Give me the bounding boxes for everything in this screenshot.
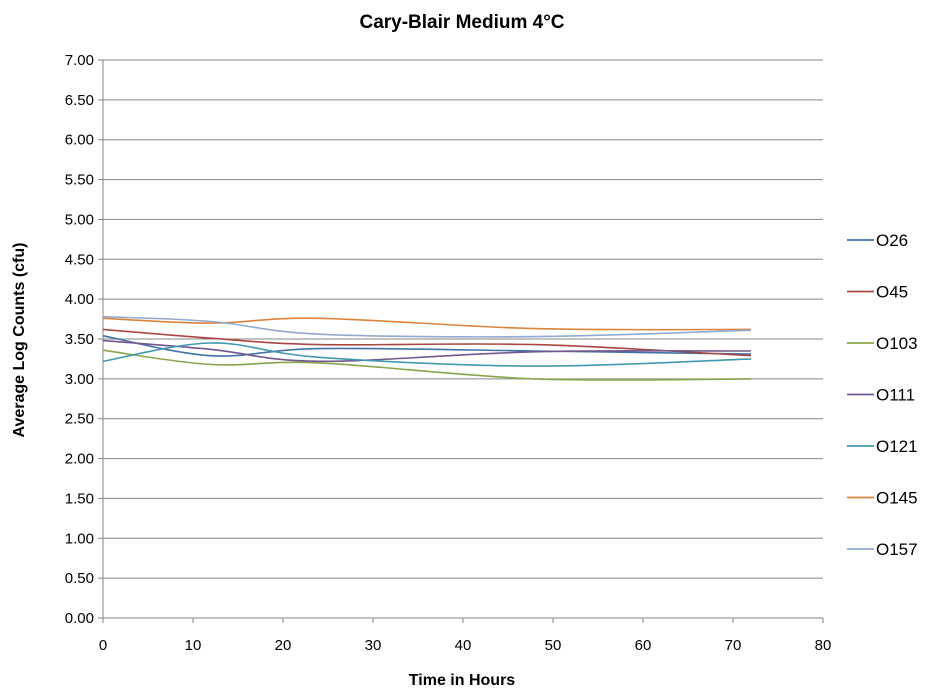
series-line-o145 [102,317,752,331]
x-tick-label: 0 [99,637,107,654]
x-tick-label: 70 [725,637,742,654]
legend-item-o157: O157 [847,540,918,559]
legend-label: O45 [876,283,908,302]
legend-item-o103: O103 [847,334,918,353]
legend-label: O121 [876,437,918,456]
series-line-o45 [102,328,752,357]
chart-title: Cary-Blair Medium 4°C [359,12,564,33]
y-tick-label: 4.50 [65,251,94,268]
series-line-o121 [102,342,752,367]
y-tick-label: 6.50 [65,92,94,109]
gridlines [103,59,823,579]
legend: O26 O45 O103 O111 O121 O145 O157 [847,231,918,559]
x-tick-label: 50 [545,637,562,654]
x-tick-label: 30 [365,637,382,654]
legend-item-o111: O111 [847,386,915,405]
legend-item-o145: O145 [847,489,918,508]
series-line-o111 [102,339,752,363]
legend-label: O26 [876,231,908,250]
series-line-o103 [102,349,752,381]
y-axis-title: Average Log Counts (cfu) [11,243,28,438]
y-tick-label: 0.50 [65,570,94,587]
y-tick-label: 5.00 [65,211,94,228]
x-axis-title: Time in Hours [409,672,515,689]
y-tick-label: 0.00 [65,610,94,627]
y-tick-label: 6.00 [65,132,94,149]
y-tick-label: 4.00 [65,291,94,308]
y-tick-label: 2.00 [65,451,94,468]
y-tick-label: 3.00 [65,371,94,388]
y-axis-ticks: 0.00 0.50 1.00 1.50 2.00 2.50 3.00 3.50 4.00 4.50… [65,52,103,627]
y-tick-label: 3.50 [65,331,94,348]
series-lines [102,315,752,381]
series-line-o26 [102,335,752,357]
legend-label: O111 [876,386,915,405]
x-tick-label: 60 [635,637,652,654]
y-tick-label: 1.00 [65,530,94,547]
series-line-o157 [102,315,752,338]
x-tick-label: 80 [815,637,832,654]
legend-label: O157 [876,540,918,559]
legend-label: O145 [876,489,918,508]
y-tick-label: 1.50 [65,490,94,507]
y-tick-label: 5.50 [65,172,94,189]
legend-item-o121: O121 [847,437,918,456]
x-tick-label: 10 [185,637,202,654]
x-tick-label: 20 [275,637,292,654]
y-tick-label: 7.00 [65,52,94,69]
y-tick-label: 2.50 [65,411,94,428]
legend-item-o26: O26 [847,231,908,250]
x-tick-label: 40 [455,637,472,654]
legend-item-o45: O45 [847,283,908,302]
x-axis-ticks: 0 10 20 30 40 50 60 70 80 [99,618,832,654]
legend-label: O103 [876,334,918,353]
